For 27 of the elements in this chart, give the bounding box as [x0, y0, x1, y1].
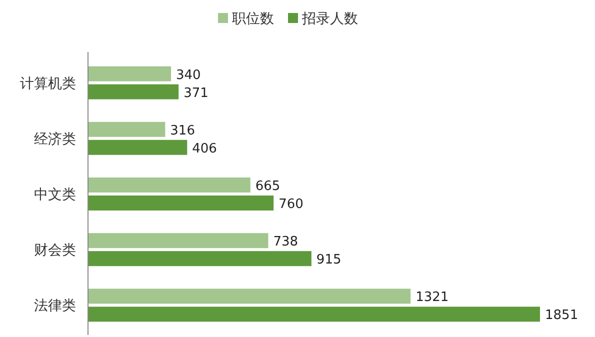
data-label: 1321	[416, 290, 449, 306]
bar	[88, 66, 172, 82]
bar	[88, 288, 411, 304]
legend-label: 职位数	[232, 11, 274, 27]
legend-label: 招录人数	[301, 11, 358, 27]
bar	[88, 251, 312, 266]
data-label: 406	[192, 141, 217, 156]
bar	[88, 140, 188, 155]
data-label: 665	[255, 179, 280, 194]
bar	[88, 178, 250, 192]
data-label: 760	[278, 197, 304, 212]
bar	[88, 306, 540, 322]
y-tick-label: 计算机类	[20, 76, 76, 92]
bar	[88, 84, 179, 100]
data-label: 371	[184, 86, 208, 101]
y-tick-label: 法律类	[34, 298, 76, 314]
data-label: 1851	[545, 308, 578, 324]
y-tick-label: 经济类	[34, 131, 76, 148]
y-tick-label: 财会类	[34, 242, 76, 259]
bar	[88, 196, 274, 210]
bar	[88, 233, 268, 248]
data-label: 915	[316, 252, 342, 268]
data-label: 340	[176, 68, 201, 83]
y-tick-label: 中文类	[34, 187, 76, 203]
bar	[88, 122, 166, 137]
data-label: 316	[170, 123, 195, 138]
data-label: 738	[273, 234, 298, 250]
